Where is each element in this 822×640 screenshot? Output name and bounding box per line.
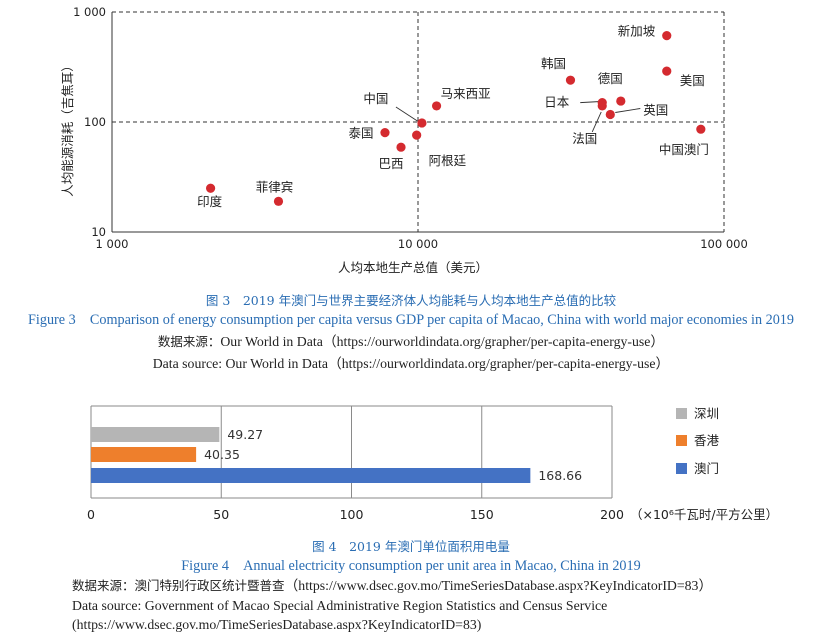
x-axis-label: 人均本地生产总值（美元） bbox=[338, 260, 488, 275]
figure3-source-en: Data source: Our World in Data（https://o… bbox=[152, 356, 670, 371]
x-tick-label: 100 bbox=[340, 507, 364, 522]
x-axis-unit-label: （×10⁶千瓦时/平方公里） bbox=[630, 507, 778, 522]
legend-label: 深圳 bbox=[694, 406, 719, 421]
point-label: 巴西 bbox=[379, 156, 404, 171]
legend-swatch bbox=[676, 435, 687, 446]
data-point bbox=[380, 128, 390, 138]
point-label: 马来西亚 bbox=[441, 86, 491, 101]
point-label: 泰国 bbox=[348, 126, 373, 141]
axis-ticks: 0 50 100 150 200 bbox=[87, 507, 624, 522]
figure3-caption-zh: 图 3 2019 年澳门与世界主要经济体人均能耗与人均本地生产总值的比较 bbox=[205, 293, 617, 308]
x-tick-label: 200 bbox=[600, 507, 624, 522]
figure4-source-zh-label: 数据来源：澳门特别行政区统计暨普查 bbox=[72, 578, 285, 593]
y-tick-label: 10 bbox=[91, 225, 106, 239]
x-tick-label: 1 000 bbox=[96, 237, 129, 251]
figure4-source-en: Data source: Government of Macao Special… bbox=[72, 598, 608, 632]
legend-label: 香港 bbox=[694, 433, 720, 448]
legend-swatch bbox=[676, 408, 687, 419]
data-point bbox=[273, 196, 284, 206]
leader-lines bbox=[395, 101, 641, 133]
legend-label: 澳门 bbox=[694, 461, 719, 476]
figure3-source-zh-label: 数据来源： bbox=[157, 334, 221, 349]
y-tick-label: 100 bbox=[84, 115, 106, 129]
bars bbox=[91, 427, 531, 483]
data-point bbox=[597, 101, 607, 111]
x-tick-label: 50 bbox=[213, 507, 229, 522]
x-tick-label: 100 000 bbox=[700, 237, 748, 251]
point-label: 美国 bbox=[680, 73, 705, 88]
figure4-source-zh-text: （https://www.dsec.gov.mo/TimeSeriesDatab… bbox=[284, 578, 713, 593]
figure4-caption-zh: 图 4 2019 年澳门单位面积用电量 bbox=[312, 539, 510, 554]
leader-line bbox=[395, 106, 420, 123]
data-point bbox=[662, 31, 672, 41]
figure3-caption-en: Figure 3 Comparison of energy consumptio… bbox=[28, 312, 794, 328]
plot-frame bbox=[111, 11, 725, 233]
y-axis-label: 人均能源消耗（吉焦耳） bbox=[60, 59, 75, 197]
data-point bbox=[565, 75, 576, 85]
data-point bbox=[662, 66, 672, 76]
value-labels: 49.27 40.35 168.66 bbox=[204, 427, 582, 483]
point-label: 德国 bbox=[598, 71, 623, 86]
x-tick-label: 10 000 bbox=[398, 237, 438, 251]
point-label: 韩国 bbox=[541, 56, 566, 71]
point-label: 印度 bbox=[197, 194, 223, 209]
y-tick-label: 1 000 bbox=[73, 5, 106, 19]
point-label: 中国澳门 bbox=[659, 142, 709, 157]
figure4-source-zh: 数据来源：澳门特别行政区统计暨普查（https://www.dsec.gov.m… bbox=[72, 576, 812, 595]
x-tick-label: 150 bbox=[470, 507, 494, 522]
data-point bbox=[417, 118, 427, 128]
point-label: 英国 bbox=[643, 102, 668, 117]
value-label: 40.35 bbox=[204, 447, 240, 462]
point-label: 新加坡 bbox=[618, 24, 656, 39]
bar bbox=[91, 427, 220, 442]
bar bbox=[91, 468, 531, 483]
legend-swatch bbox=[676, 463, 687, 474]
leader-line bbox=[580, 101, 599, 104]
data-point bbox=[396, 142, 406, 152]
data-point bbox=[431, 101, 442, 111]
leader-line bbox=[591, 111, 602, 133]
x-tick-label: 0 bbox=[87, 507, 95, 522]
point-label: 阿根廷 bbox=[429, 153, 467, 168]
data-point bbox=[696, 124, 706, 134]
point-label: 菲律宾 bbox=[256, 179, 294, 194]
axis-ticks: 1 000 10 000 100 000 10 100 1 000 bbox=[73, 5, 748, 251]
data-point bbox=[412, 130, 422, 140]
figure4-caption-en: Figure 4 Annual electricity consumption … bbox=[181, 558, 641, 574]
point-label: 法国 bbox=[572, 131, 597, 146]
bar bbox=[91, 447, 197, 462]
value-label: 168.66 bbox=[538, 468, 582, 483]
figure3-source-zh: 数据来源：Our World in Data（https://ourworldi… bbox=[0, 330, 822, 350]
leader-line bbox=[615, 108, 641, 113]
data-point bbox=[205, 183, 216, 193]
point-label: 中国 bbox=[363, 91, 388, 106]
point-label: 日本 bbox=[544, 95, 570, 110]
data-point bbox=[616, 96, 626, 106]
figure3-source-zh-text: Our World in Data（https://ourworldindata… bbox=[220, 334, 665, 349]
value-label: 49.27 bbox=[227, 427, 263, 442]
data-point bbox=[605, 109, 615, 120]
data-points bbox=[205, 31, 706, 206]
